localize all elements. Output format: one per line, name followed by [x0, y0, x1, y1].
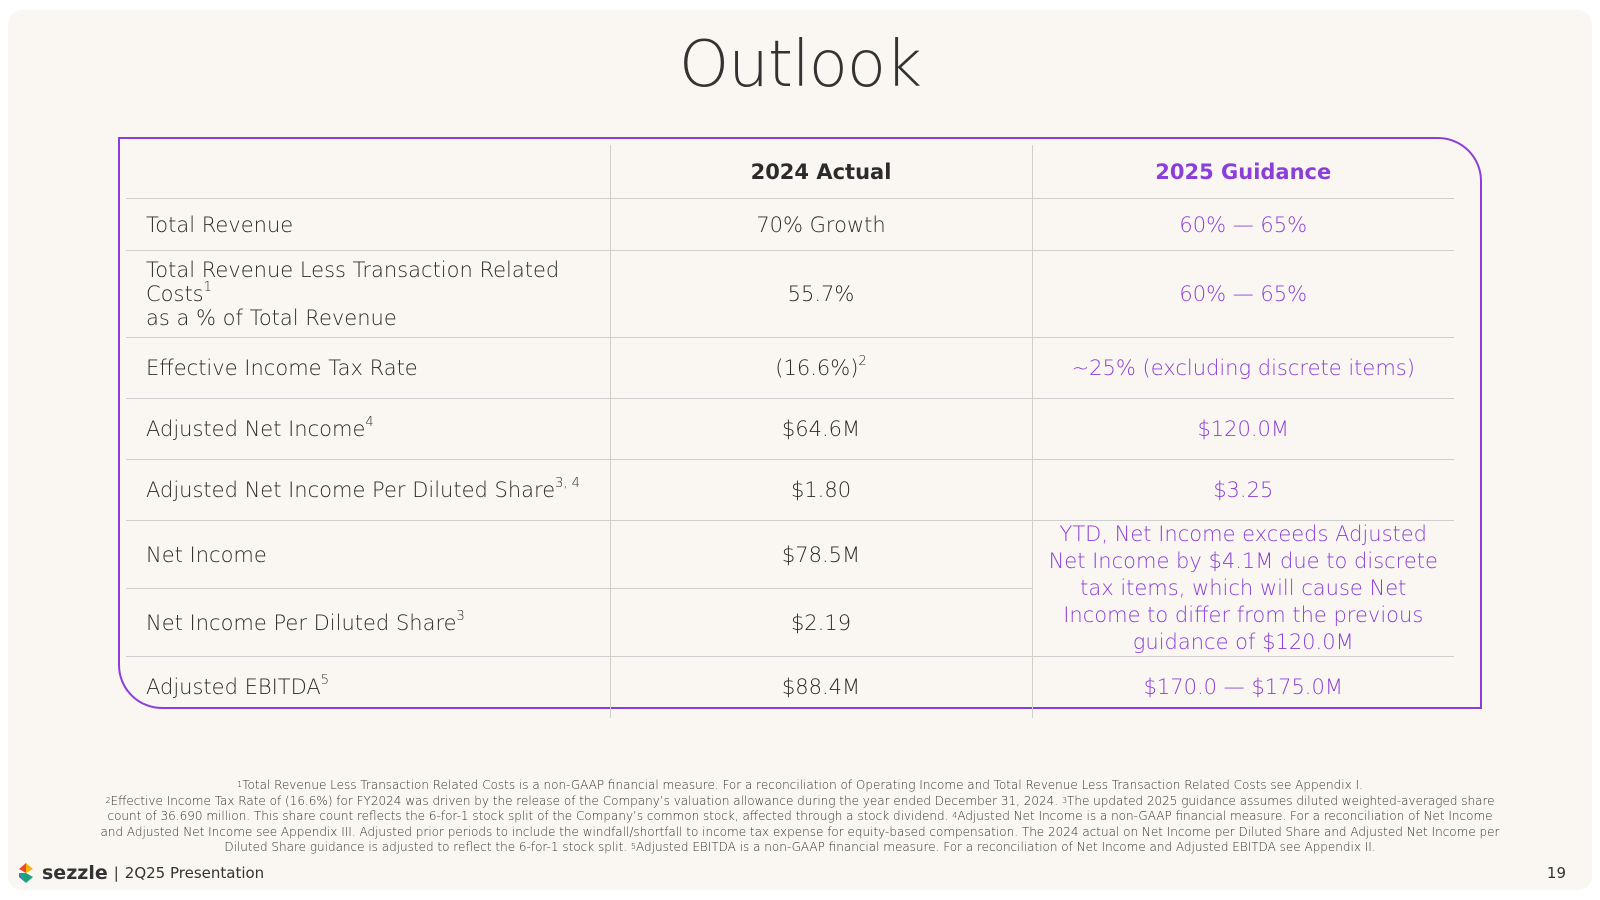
row-label-cell: Adjusted EBITDA5	[126, 657, 610, 718]
footnote-ref: 2	[858, 354, 867, 369]
guidance-value: $3.25	[1213, 478, 1274, 502]
empty-header	[126, 145, 610, 199]
actual-value: 70% Growth	[756, 212, 886, 237]
row-label: Effective Income Tax Rate	[146, 356, 418, 380]
row-label-cell: Net Income Per Diluted Share3	[126, 588, 610, 657]
actual-value: $78.5M	[781, 542, 861, 567]
slide-title: Outlook	[678, 28, 922, 102]
table-row: Adjusted Net Income Per Diluted Share3, …	[126, 459, 1454, 521]
column-header: 2024 Actual	[609, 145, 1032, 199]
table-row: Total Revenue Less Transaction Related C…	[126, 250, 1454, 338]
actual-cell: $64.6M	[609, 398, 1032, 460]
guidance-value: YTD, Net Income exceeds Adjusted Net Inc…	[1048, 522, 1438, 654]
slide: Outlook 2024 Actual 2025 Guidance Total …	[8, 10, 1592, 890]
actual-value: $1.80	[790, 478, 852, 502]
guidance-cell: 60% — 65%	[1031, 198, 1454, 251]
page-number: 19	[1546, 864, 1566, 882]
separator: |	[113, 864, 119, 882]
table-row: Effective Income Tax Rate (16.6%)2 ~25% (e…	[126, 337, 1454, 399]
actual-cell: 70% Growth	[609, 198, 1032, 251]
row-label-cell: Adjusted Net Income4	[126, 398, 610, 460]
guidance-value: $120.0M	[1197, 417, 1290, 441]
footnote-number: 4	[952, 811, 958, 820]
brand-logo	[19, 863, 33, 883]
guidance-cell: $170.0 — $175.0M	[1031, 656, 1454, 718]
actual-cell: $78.5M	[609, 520, 1032, 589]
row-label-cell: Net Income	[126, 520, 610, 589]
footnote-text: The updated 2025 guidance assumes dilute…	[107, 793, 1495, 824]
row-label: Net Income	[146, 542, 267, 567]
row-label: Adjusted Net Income	[146, 417, 366, 441]
footer: sezzle | 2Q25 Presentation	[16, 862, 264, 884]
actual-value: (16.6%)	[775, 356, 859, 380]
column-header: 2025 Guidance	[1031, 145, 1454, 199]
row-label-cell: Adjusted Net Income Per Diluted Share3, …	[126, 459, 610, 521]
presentation-name: 2Q25 Presentation	[124, 864, 265, 882]
actual-value: $64.6M	[781, 417, 861, 441]
row-label: Adjusted Net Income Per Diluted Share	[146, 478, 556, 502]
row-label-cell: Effective Income Tax Rate	[126, 337, 610, 399]
table-row: Adjusted Net Income4 $64.6M $120.0M	[126, 398, 1454, 460]
actual-cell: (16.6%)2	[609, 337, 1032, 399]
footnote-ref: 3	[456, 608, 465, 624]
guidance-cell: $120.0M	[1031, 398, 1454, 460]
guidance-cell: YTD, Net Income exceeds Adjusted Net Inc…	[1031, 520, 1454, 657]
footnote-ref: 3, 4	[555, 476, 580, 491]
footnote: 5Adjusted EBITDA is a non-GAAP financial…	[631, 840, 1376, 854]
table-row: Adjusted EBITDA5 $88.4M $170.0 — $175.0M	[126, 656, 1454, 718]
guidance-value: 60% — 65%	[1179, 282, 1308, 306]
table-row: Net Income $78.5M YTD, Net Income exceeds …	[126, 520, 1454, 657]
guidance-value: 60% — 65%	[1179, 212, 1308, 237]
brand-name: sezzle	[42, 862, 108, 884]
actual-value: $88.4M	[781, 675, 861, 700]
footnote-text: Total Revenue Less Transaction Related C…	[242, 778, 1363, 792]
footnote-text: Effective Income Tax Rate of (16.6%) for…	[110, 793, 1059, 808]
actual-cell: $2.19	[609, 588, 1032, 657]
actual-value: $2.19	[790, 610, 852, 635]
row-label: Total Revenue	[146, 212, 294, 237]
actual-cell: $88.4M	[609, 656, 1032, 718]
footnote: 2Effective Income Tax Rate of (16.6%) fo…	[105, 794, 1058, 808]
footnote-ref: 5	[320, 673, 330, 689]
guidance-cell: $3.25	[1031, 459, 1454, 521]
actual-cell: $1.80	[609, 459, 1032, 521]
footnote: 4Adjusted Net Income is a non-GAAP finan…	[101, 809, 1500, 854]
actual-cell: 55.7%	[609, 250, 1032, 338]
actual-value: 55.7%	[787, 282, 855, 306]
guidance-value: $170.0 — $175.0M	[1143, 675, 1343, 700]
footnote-number: 1	[237, 780, 243, 789]
row-label: Adjusted EBITDA	[146, 675, 321, 700]
row-label: Total Revenue Less Transaction Related C…	[146, 258, 560, 306]
table-frame: 2024 Actual 2025 Guidance Total Revenue 7…	[118, 137, 1482, 718]
footnote-text: Adjusted EBITDA is a non-GAAP financial …	[636, 840, 1376, 854]
footnotes: 1Total Revenue Less Transaction Related …	[98, 778, 1502, 856]
footnote-number: 2	[105, 795, 111, 805]
footnote-number: 5	[630, 842, 637, 851]
table-row: Total Revenue 70% Growth 60% — 65%	[126, 198, 1454, 251]
footnote-text: Adjusted Net Income is a non-GAAP financ…	[100, 809, 1500, 854]
footnote: 3The updated 2025 guidance assumes dilut…	[107, 794, 1494, 824]
outlook-table: 2024 Actual 2025 Guidance Total Revenue 7…	[126, 145, 1454, 718]
guidance-cell: ~25% (excluding discrete items)	[1031, 337, 1454, 399]
table-row: Net Income Per Diluted Share3 $2.19	[126, 588, 1454, 657]
footnote-ref: 4	[365, 415, 374, 430]
footnote: 1Total Revenue Less Transaction Related …	[237, 778, 1363, 792]
footnote-number: 3	[1061, 795, 1068, 805]
guidance-value: ~25% (excluding discrete items)	[1071, 356, 1415, 380]
row-label-cell: Total Revenue	[126, 198, 610, 251]
row-label-cell: Total Revenue Less Transaction Related C…	[126, 250, 610, 338]
row-label: Net Income Per Diluted Share	[146, 610, 457, 635]
row-label: as a % of Total Revenue	[146, 306, 397, 330]
footnote-ref: 1	[203, 280, 212, 295]
guidance-cell: 60% — 65%	[1031, 250, 1454, 338]
